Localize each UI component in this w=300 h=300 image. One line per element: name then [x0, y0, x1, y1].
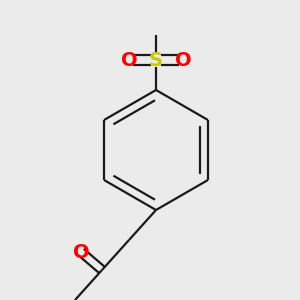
Text: O: O	[175, 50, 191, 70]
Text: O: O	[121, 50, 137, 70]
Text: S: S	[149, 50, 163, 70]
Text: O: O	[73, 242, 89, 262]
